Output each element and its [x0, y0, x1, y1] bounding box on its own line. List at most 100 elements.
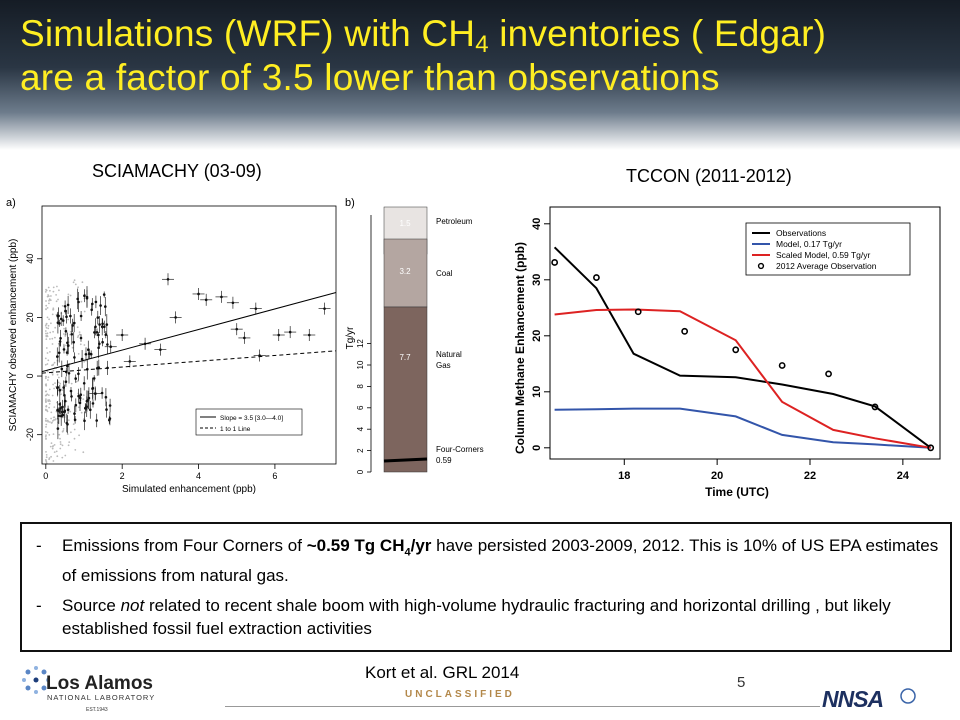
nnsa-atom-icon — [900, 688, 916, 704]
tccon-xlabel: Time (UTC) — [705, 485, 769, 499]
scatter-point — [74, 403, 78, 407]
scatter-background-point — [82, 451, 85, 454]
figure-a: a) 0 2 4 6 -20 0 20 40 Simulated enhancement (… — [0, 188, 340, 506]
scatter-background-point — [44, 291, 47, 293]
tccon-observation-point — [927, 444, 935, 452]
scatter-point — [106, 343, 109, 346]
title-line1-post: inventories ( Edgar) — [488, 13, 827, 54]
scatter-background-point — [46, 335, 49, 338]
scatter-point — [61, 413, 65, 417]
scatter-point — [101, 340, 104, 344]
scatter-background-point — [44, 435, 47, 438]
scatter-background-point — [48, 402, 51, 405]
scatter-background-point — [46, 295, 49, 298]
scatter-background-point — [45, 304, 48, 307]
scatter-point — [323, 307, 326, 310]
scatter-background-point — [45, 401, 47, 403]
scatter-background-point — [72, 423, 75, 425]
scatter-background-point — [49, 421, 51, 423]
scatter-background-point — [45, 394, 48, 397]
scatter-background-point — [44, 357, 47, 360]
left-panel-heading: SCIAMACHY (03-09) — [92, 161, 262, 181]
scatter-background-point — [49, 299, 52, 302]
scatter-point — [59, 407, 62, 410]
scatter-background-point — [45, 460, 48, 463]
scatter-background-point — [56, 285, 58, 288]
scatter-background-point — [45, 454, 48, 456]
scatter-point — [58, 340, 62, 343]
scatter-point — [95, 331, 99, 334]
scatter-point — [69, 314, 72, 318]
scatter-background-point — [54, 336, 56, 339]
scatter-background-point — [78, 434, 80, 437]
tccon-legend-label: Model, 0.17 Tg/yr — [776, 239, 842, 249]
scatter-background-point — [63, 333, 65, 335]
footer-rule — [225, 706, 820, 707]
scatter-background-point — [51, 337, 54, 340]
scatter-point — [83, 294, 86, 297]
scatter-point — [91, 402, 95, 405]
scatter-point — [174, 316, 177, 319]
scatter-background-point — [69, 410, 72, 413]
scatter-point — [85, 297, 89, 300]
scatter-point — [79, 336, 83, 340]
notes-box: - Emissions from Four Corners of ~0.59 T… — [20, 522, 952, 652]
scatter-background-point — [52, 383, 54, 386]
scatter-background-point — [45, 398, 47, 400]
tccon-series-line — [554, 308, 931, 449]
scatter-background-point — [49, 338, 51, 340]
scatter-background-point — [45, 347, 48, 349]
scatter-background-point — [59, 382, 62, 385]
tccon-observation-point — [593, 274, 600, 281]
scatter-point — [56, 386, 59, 390]
scatter-point — [307, 333, 311, 337]
scatter-background-point — [45, 437, 47, 440]
figure-a-ytick-label: 40 — [25, 254, 35, 264]
scatter-point — [61, 319, 65, 322]
scatter-background-point — [45, 417, 47, 420]
scatter-point — [58, 388, 62, 392]
tccon-ylabel: Column Methane Enhancement (ppb) — [513, 242, 527, 454]
scatter-point — [64, 329, 68, 333]
scatter-background-point — [50, 322, 52, 325]
tccon-ytick-label: 20 — [531, 330, 543, 342]
figure-b-ytick-label: 8 — [356, 384, 365, 389]
tccon-observation-point — [732, 346, 740, 354]
scatter-background-point — [44, 377, 47, 380]
scatter-background-point — [50, 417, 52, 420]
scatter-background-point — [70, 431, 72, 434]
scatter-point — [104, 333, 108, 336]
scatter-background-point — [54, 326, 57, 329]
note-2-dash: - — [36, 596, 42, 615]
scatter-background-point — [52, 419, 55, 421]
scatter-point — [63, 399, 67, 403]
scatter-background-point — [51, 445, 54, 448]
scatter-point — [73, 356, 76, 359]
scatter-background-point — [63, 343, 65, 346]
figure-b-svg: b) Tg/yr 0 2 4 6 8 10 12 1.5 3.2 7.7 Petroleum… — [345, 197, 484, 474]
scatter-background-point — [45, 426, 47, 428]
scatter-background-point — [46, 419, 49, 422]
one-to-one-line — [41, 350, 337, 374]
scatter-point — [288, 330, 292, 334]
scatter-point — [78, 401, 82, 405]
scatter-background-point — [53, 451, 56, 453]
coal-name: Coal — [436, 269, 453, 278]
scatter-background-point — [82, 398, 85, 400]
scatter-background-point — [49, 289, 51, 292]
scatter-point — [243, 336, 246, 340]
figure-a-xtick-label: 4 — [196, 471, 201, 481]
tccon-plot-frame — [549, 206, 941, 460]
scatter-point — [77, 372, 80, 376]
scatter-background-point — [51, 394, 54, 397]
scatter-point — [104, 395, 108, 399]
scatter-point — [85, 399, 89, 403]
scatter-background-point — [44, 408, 47, 411]
scatter-point — [57, 351, 61, 355]
note-1-post: have persisted 2003-2009, 2012. This is … — [62, 536, 939, 586]
scatter-background-point — [53, 361, 56, 364]
scatter-point — [197, 292, 200, 296]
scatter-point — [65, 315, 68, 318]
scatter-point — [61, 405, 64, 409]
scatter-background-point — [59, 443, 62, 446]
